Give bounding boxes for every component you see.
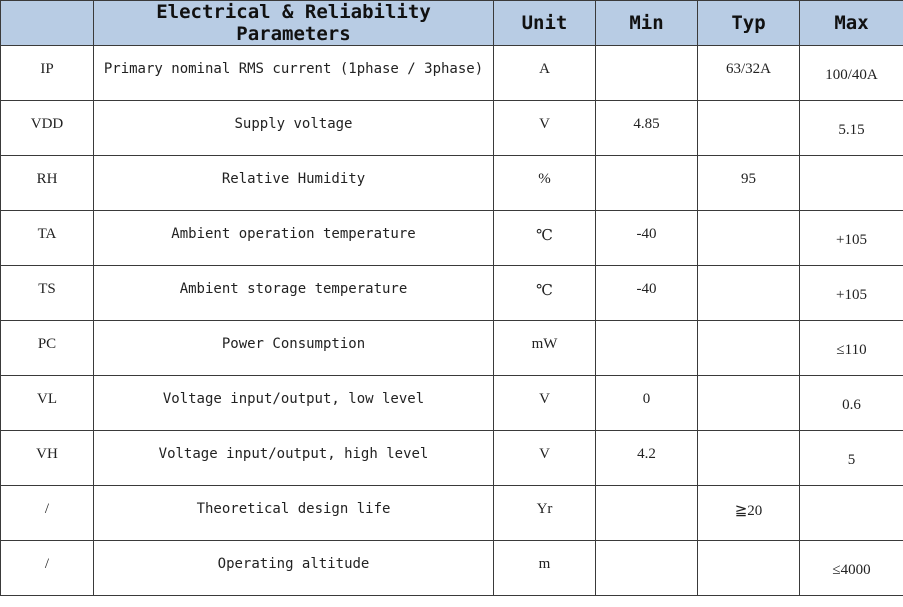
cell-min: 0 (595, 375, 698, 431)
cell-unit: mW (493, 320, 596, 376)
header-max: Max (799, 0, 903, 46)
cell-unit: m (493, 540, 596, 596)
table-row: VDD Supply voltage V 4.85 5.15 (0, 100, 903, 156)
cell-typ: 95 (697, 155, 800, 211)
cell-min (595, 485, 698, 541)
cell-min: 4.85 (595, 100, 698, 156)
table-row: RH Relative Humidity% 95 (0, 155, 903, 211)
table-row: IP Primary nominal RMS current (1phase / … (0, 45, 903, 101)
cell-max: ≤4000 (799, 540, 903, 596)
cell-symbol: IP (0, 45, 94, 101)
cell-typ (697, 210, 800, 266)
cell-typ: ≧20 (697, 485, 800, 541)
cell-typ (697, 375, 800, 431)
cell-symbol: PC (0, 320, 94, 376)
cell-symbol: TA (0, 210, 94, 266)
cell-min (595, 320, 698, 376)
cell-parameter: Relative Humidity (93, 155, 494, 211)
cell-parameter: Theoretical design life (93, 485, 494, 541)
cell-typ (697, 265, 800, 321)
table-row: / Theoretical design life Yr ≧20 (0, 485, 903, 541)
cell-parameter: Power Consumption (93, 320, 494, 376)
cell-typ (697, 320, 800, 376)
header-unit: Unit (493, 0, 596, 46)
cell-parameter: Primary nominal RMS current (1phase / 3p… (93, 45, 494, 101)
cell-min (595, 155, 698, 211)
header-row: Electrical & Reliability Parameters Unit… (0, 0, 903, 46)
table-row: PC Power Consumption mW ≤110 (0, 320, 903, 376)
table-row: TS Ambient storage temperature ℃ -40 +105 (0, 265, 903, 321)
cell-parameter: Voltage input/output, high level (93, 430, 494, 486)
cell-unit: Yr (493, 485, 596, 541)
cell-unit: V (493, 100, 596, 156)
cell-symbol: VL (0, 375, 94, 431)
cell-min (595, 45, 698, 101)
header-parameter: Electrical & Reliability Parameters (93, 0, 494, 46)
cell-unit: ℃ (493, 265, 596, 321)
table-row: VL Voltage input/output, low level V 0 0.6 (0, 375, 903, 431)
cell-unit: V (493, 430, 596, 486)
cell-parameter: Voltage input/output, low level (93, 375, 494, 431)
cell-max: 5 (799, 430, 903, 486)
table-row: VH Voltage input/output, high level V 4.2 5 (0, 430, 903, 486)
cell-max: 5.15 (799, 100, 903, 156)
cell-max: +105 (799, 265, 903, 321)
cell-unit: % (493, 155, 596, 211)
cell-unit: ℃ (493, 210, 596, 266)
cell-unit: A (493, 45, 596, 101)
cell-min (595, 540, 698, 596)
cell-max: 100/40A (799, 45, 903, 101)
cell-typ (697, 540, 800, 596)
cell-typ (697, 100, 800, 156)
cell-symbol: RH (0, 155, 94, 211)
cell-min: -40 (595, 210, 698, 266)
cell-symbol: VH (0, 430, 94, 486)
cell-symbol: / (0, 540, 94, 596)
table-row: / Operating altitude m ≤4000 (0, 540, 903, 596)
cell-unit: V (493, 375, 596, 431)
header-min: Min (595, 0, 698, 46)
table-row: TA Ambient operation temperature ℃ -40 +105 (0, 210, 903, 266)
cell-symbol: TS (0, 265, 94, 321)
cell-max (799, 485, 903, 541)
cell-min: -40 (595, 265, 698, 321)
cell-max (799, 155, 903, 211)
cell-symbol: / (0, 485, 94, 541)
cell-max: ≤110 (799, 320, 903, 376)
cell-parameter: Supply voltage (93, 100, 494, 156)
cell-parameter: Ambient storage temperature (93, 265, 494, 321)
header-symbol (0, 0, 94, 46)
header-typ: Typ (697, 0, 800, 46)
cell-parameter: Operating altitude (93, 540, 494, 596)
cell-typ (697, 430, 800, 486)
cell-parameter: Ambient operation temperature (93, 210, 494, 266)
cell-typ: 63/32A (697, 45, 800, 101)
cell-symbol: VDD (0, 100, 94, 156)
cell-max: +105 (799, 210, 903, 266)
cell-max: 0.6 (799, 375, 903, 431)
cell-min: 4.2 (595, 430, 698, 486)
